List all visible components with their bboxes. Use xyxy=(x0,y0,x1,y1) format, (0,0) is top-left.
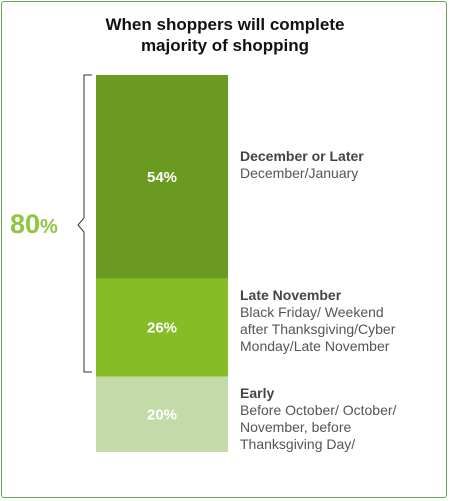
total-value: 80 xyxy=(10,209,41,239)
bar-label-late-november: 26% xyxy=(147,320,177,337)
legend-title: Early xyxy=(240,385,275,401)
legend-description: December/January xyxy=(240,165,359,181)
legend-title: Late November xyxy=(240,287,342,303)
total-unit: % xyxy=(40,216,58,238)
bar-value-labels: 54% 26% 20% xyxy=(147,169,177,424)
bar-label-early: 20% xyxy=(147,406,177,423)
bar-label-december-or-later: 54% xyxy=(147,169,177,186)
bar-segments xyxy=(96,75,228,452)
bar-segment-early xyxy=(96,376,228,452)
legend-description: Black Friday/ Weekend after Thanksgiving… xyxy=(240,304,396,354)
chart-title-line-1: When shoppers will complete xyxy=(105,15,345,34)
legend-item-early: Early Before October/ October/ November,… xyxy=(240,385,445,453)
legend-description: Before October/ October/ November, befor… xyxy=(240,402,397,452)
bar-segment-december-or-later xyxy=(96,75,228,279)
total-bracket xyxy=(77,74,92,373)
legend-item-december-or-later: December or Later December/January xyxy=(240,148,445,182)
chart-title: When shoppers will complete majority of … xyxy=(0,14,450,56)
bar-segment-late-november xyxy=(96,278,228,377)
legend-title: December or Later xyxy=(240,148,364,164)
chart-title-line-2: majority of shopping xyxy=(140,36,310,55)
total-percentage: 80% xyxy=(10,209,58,240)
legend-item-late-november: Late November Black Friday/ Weekend afte… xyxy=(240,287,445,355)
